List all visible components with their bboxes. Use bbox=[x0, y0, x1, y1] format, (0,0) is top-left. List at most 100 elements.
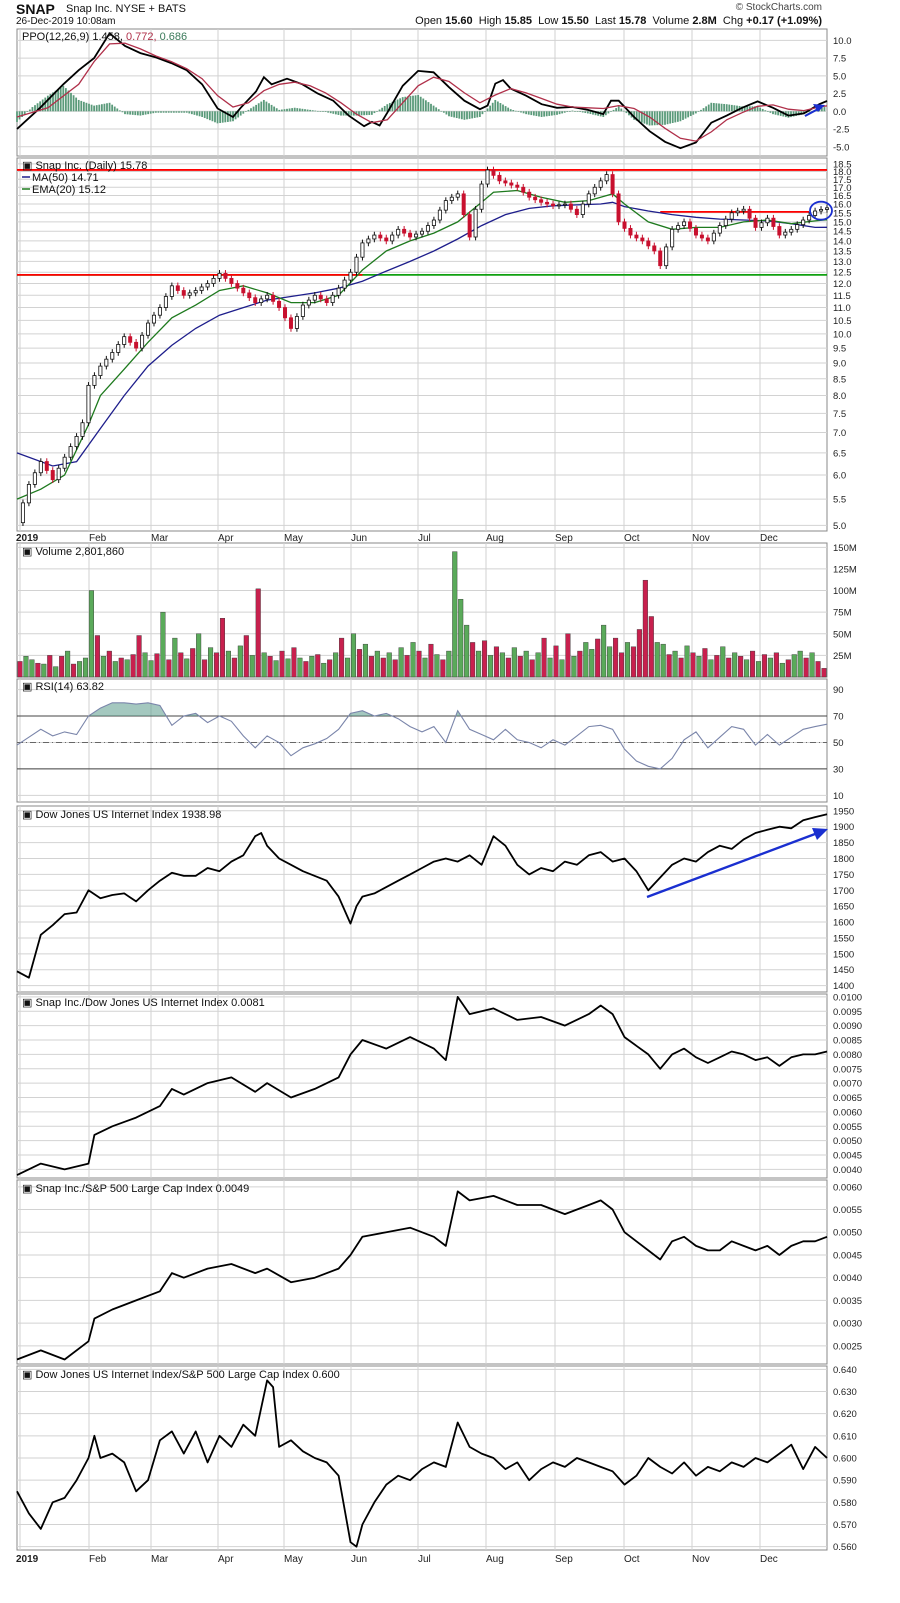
volume-bar bbox=[219, 618, 226, 678]
ppo-histogram-bar bbox=[278, 109, 281, 112]
price-candle-body bbox=[515, 184, 520, 188]
ppo-histogram-bar bbox=[643, 111, 646, 124]
price-candle-body bbox=[646, 240, 651, 247]
volume-bar bbox=[106, 650, 112, 678]
ppo-histogram-bar bbox=[422, 98, 425, 112]
volume-value: 2.8M bbox=[692, 15, 717, 27]
ppo-histogram-bar bbox=[124, 111, 126, 115]
x-month-label-bottom: Nov bbox=[692, 1554, 710, 1565]
y-tick-label: 0.560 bbox=[833, 1542, 857, 1553]
price-candle-body bbox=[336, 287, 341, 296]
ppo-histogram-bar bbox=[247, 109, 250, 112]
y-tick-label: 0.630 bbox=[833, 1387, 857, 1398]
volume-bar bbox=[547, 657, 553, 678]
volume-bar bbox=[744, 659, 750, 678]
x-month-label: May bbox=[284, 533, 303, 544]
volume-bar bbox=[35, 662, 41, 678]
ppo-histogram-bar bbox=[23, 111, 26, 115]
price-candle-body bbox=[479, 183, 484, 210]
y-tick-label: 1650 bbox=[833, 902, 854, 913]
y-tick-label: 100M bbox=[833, 586, 857, 597]
ppo-histogram-bar bbox=[440, 110, 443, 112]
ppo-histogram-bar bbox=[283, 109, 286, 112]
ppo-ppo-line bbox=[16, 31, 828, 150]
price-candle-body bbox=[664, 246, 669, 267]
ppo-histogram-bar bbox=[268, 103, 270, 112]
ppo-histogram-bar bbox=[548, 111, 551, 116]
y-tick-label: 50 bbox=[833, 738, 844, 749]
volume-bar bbox=[100, 656, 106, 678]
y-tick-label: 8.0 bbox=[833, 391, 846, 402]
ppo-histogram-bar bbox=[718, 103, 720, 112]
ppo-histogram-bar bbox=[70, 92, 72, 112]
price-candle-body bbox=[807, 215, 812, 221]
ppo-histogram-bar bbox=[669, 111, 672, 124]
ppo-histogram-bar bbox=[314, 110, 317, 112]
ppo-histogram-bar bbox=[741, 106, 744, 112]
price-candle-body bbox=[604, 174, 609, 182]
x-month-label-bottom: Dec bbox=[760, 1554, 778, 1565]
volume-bar bbox=[541, 637, 547, 678]
y-tick-label: 17.5 bbox=[833, 175, 852, 186]
price-candle-body bbox=[294, 316, 299, 329]
volume-bar bbox=[380, 657, 386, 678]
ppo-histogram-bar bbox=[535, 111, 538, 117]
ppo-histogram-bar bbox=[754, 106, 756, 112]
price-candle-body bbox=[789, 228, 794, 233]
ppo-histogram-bar bbox=[77, 99, 80, 112]
volume-bar bbox=[511, 647, 517, 678]
y-tick-label: 15.5 bbox=[833, 208, 852, 219]
ppo-histogram-bar bbox=[311, 110, 314, 112]
price-candle-body bbox=[235, 283, 240, 289]
ppo-histogram-bar bbox=[54, 90, 57, 112]
ema20-legend: EMA(20) 15.12 bbox=[32, 184, 106, 196]
quote-date: 26-Dec-2019 10:08am bbox=[16, 16, 116, 27]
ppo-histogram-bar bbox=[255, 104, 258, 112]
price-candle-body bbox=[247, 292, 252, 299]
price-candle-body bbox=[753, 217, 758, 228]
ppo-histogram-bar bbox=[378, 109, 381, 112]
volume-bar bbox=[636, 629, 642, 678]
ppo-histogram-bar bbox=[556, 111, 558, 115]
price-candle-body bbox=[271, 294, 276, 302]
price-candle-body bbox=[342, 279, 347, 289]
x-month-label-bottom: Jun bbox=[351, 1554, 367, 1565]
volume-bar bbox=[773, 652, 779, 678]
ppo-histogram-bar bbox=[131, 111, 134, 115]
y-tick-label: 6.0 bbox=[833, 471, 846, 482]
ppo-histogram-bar bbox=[352, 111, 355, 116]
price-candle-body bbox=[283, 307, 288, 319]
volume-bar bbox=[613, 637, 619, 678]
ppo-histogram-bar bbox=[594, 111, 597, 116]
price-candle-body bbox=[199, 286, 204, 291]
ppo-histogram-bar bbox=[347, 111, 350, 116]
ppo-histogram-bar bbox=[790, 111, 792, 118]
ppo-histogram-bar bbox=[682, 111, 684, 120]
price-candle-body bbox=[717, 225, 722, 234]
ppo-histogram-bar bbox=[648, 111, 651, 126]
panel-rsi bbox=[16, 678, 828, 803]
price-title: ▣ Snap Inc. (Daily) 15.78 bbox=[22, 160, 147, 172]
volume-bar bbox=[559, 659, 565, 678]
ppo-histogram-bar bbox=[214, 111, 216, 123]
ppo-histogram-bar bbox=[26, 111, 29, 113]
price-candle-body bbox=[68, 446, 73, 458]
ppo-histogram-bar bbox=[545, 111, 548, 117]
volume-bar bbox=[583, 642, 589, 678]
ppo-histogram-bar bbox=[615, 108, 618, 112]
ppo-histogram-bar bbox=[206, 111, 209, 120]
volume-bar bbox=[71, 663, 77, 678]
ppo-histogram-bar bbox=[486, 108, 489, 112]
price-candle-body bbox=[169, 285, 174, 297]
volume-bar bbox=[416, 650, 422, 678]
ppo-histogram-bar bbox=[409, 96, 412, 112]
ppo-histogram-bar bbox=[62, 85, 65, 112]
x-month-label: Oct bbox=[624, 533, 640, 544]
y-tick-label: 1700 bbox=[833, 886, 854, 897]
y-tick-label: 1450 bbox=[833, 965, 854, 976]
volume-bar bbox=[571, 656, 577, 678]
rsi-overbought-fill bbox=[88, 702, 462, 717]
price-candle-body bbox=[652, 245, 657, 252]
ppo-histogram-bar bbox=[450, 111, 453, 117]
ppo-histogram-bar bbox=[720, 103, 723, 112]
